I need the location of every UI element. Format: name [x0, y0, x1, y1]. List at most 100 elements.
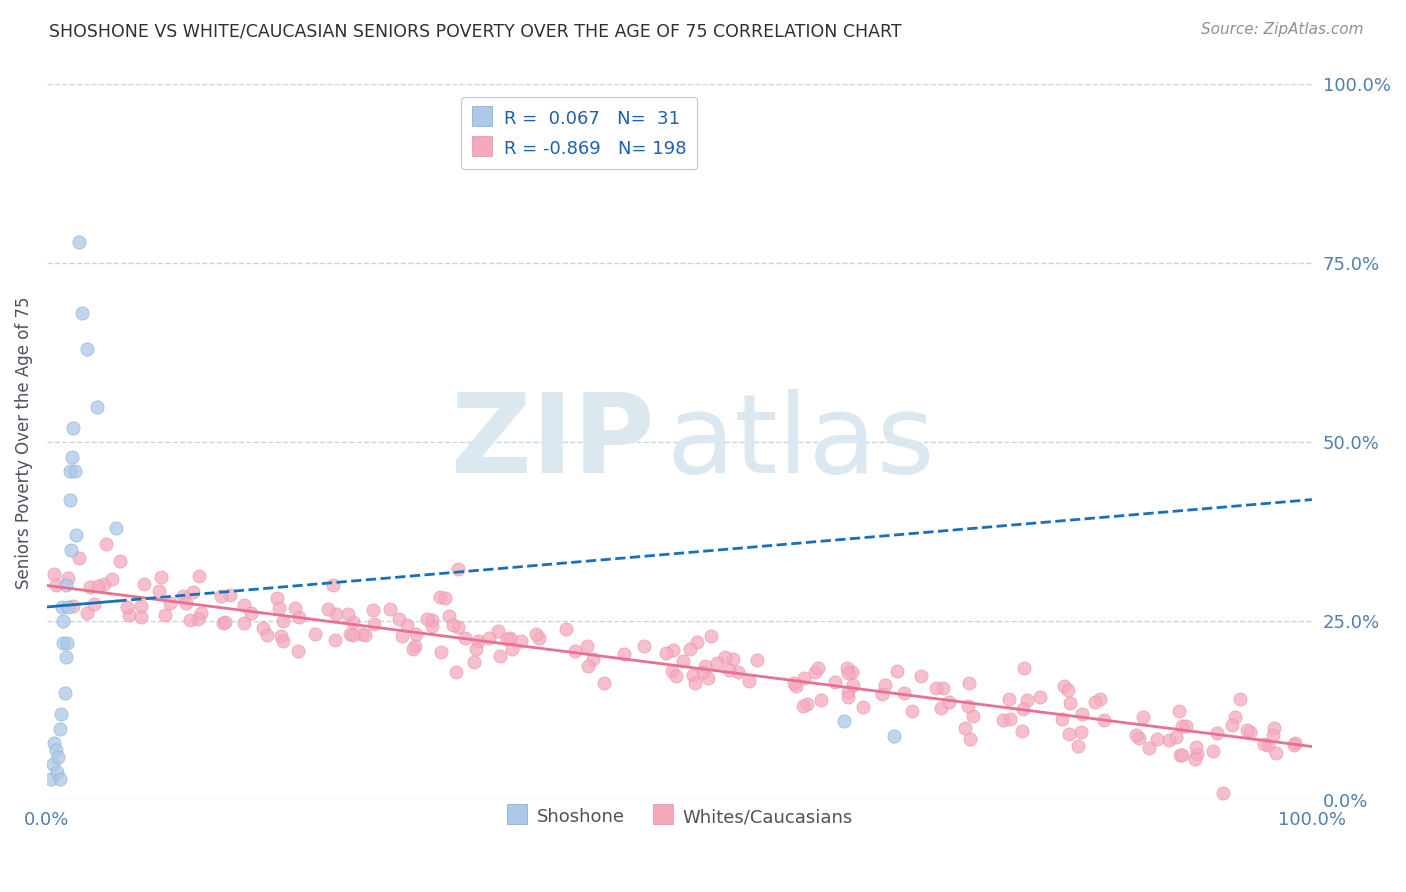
Point [416, 612, 439, 626]
Point [67, 235, 90, 249]
Point [284, 600, 307, 615]
Point [682, 667, 704, 681]
Point [1229, 692, 1251, 706]
Point [405, 627, 427, 641]
Point [42, 757, 65, 772]
Text: ZIP: ZIP [451, 389, 654, 496]
Point [62, 599, 84, 614]
Point [1205, 726, 1227, 740]
Point [354, 628, 377, 642]
Point [486, 624, 509, 639]
Point [1164, 730, 1187, 744]
Point [129, 599, 152, 614]
Point [527, 631, 550, 645]
Point [582, 652, 605, 666]
Point [1239, 725, 1261, 739]
Point [713, 650, 735, 665]
Point [288, 610, 311, 624]
Point [134, 577, 156, 591]
Point [454, 631, 477, 645]
Point [499, 632, 522, 646]
Point [962, 708, 984, 723]
Point [1011, 724, 1033, 739]
Point [391, 629, 413, 643]
Point [1167, 704, 1189, 718]
Point [837, 690, 859, 704]
Point [86, 400, 108, 414]
Point [396, 618, 419, 632]
Point [883, 729, 905, 743]
Point [489, 648, 512, 663]
Point [59, 542, 82, 557]
Point [48, 772, 70, 786]
Point [1125, 728, 1147, 742]
Point [807, 660, 830, 674]
Point [1236, 723, 1258, 737]
Point [957, 676, 980, 690]
Point [323, 632, 346, 647]
Point [1184, 752, 1206, 766]
Point [378, 602, 401, 616]
Point [1132, 709, 1154, 723]
Point [153, 608, 176, 623]
Point [52, 636, 75, 650]
Point [53, 686, 76, 700]
Point [792, 699, 814, 714]
Point [52, 614, 75, 628]
Point [55, 650, 77, 665]
Point [991, 713, 1014, 727]
Point [336, 607, 359, 621]
Point [322, 577, 344, 591]
Point [837, 685, 859, 699]
Point [910, 669, 932, 683]
Point [1225, 710, 1247, 724]
Point [59, 464, 82, 478]
Point [270, 629, 292, 643]
Point [665, 669, 688, 683]
Point [46, 764, 69, 779]
Point [87, 579, 110, 593]
Point [998, 692, 1021, 706]
Point [239, 606, 262, 620]
Point [478, 631, 501, 645]
Point [683, 675, 706, 690]
Point [852, 700, 875, 714]
Point [1257, 738, 1279, 752]
Y-axis label: Seniors Poverty Over the Age of 75: Seniors Poverty Over the Age of 75 [15, 296, 32, 589]
Point [79, 580, 101, 594]
Point [1050, 712, 1073, 726]
Point [44, 736, 66, 750]
Point [402, 641, 425, 656]
Point [496, 632, 519, 646]
Point [105, 521, 128, 535]
Point [404, 639, 426, 653]
Point [524, 626, 547, 640]
Point [873, 678, 896, 692]
Point [55, 578, 77, 592]
Point [172, 589, 194, 603]
Point [1263, 728, 1285, 742]
Point [1012, 661, 1035, 675]
Point [718, 663, 741, 677]
Point [58, 599, 80, 614]
Point [1092, 713, 1115, 727]
Point [841, 665, 863, 679]
Point [1253, 737, 1275, 751]
Point [179, 613, 201, 627]
Point [662, 643, 685, 657]
Point [501, 641, 523, 656]
Point [101, 572, 124, 586]
Point [785, 679, 807, 693]
Point [1265, 746, 1288, 760]
Point [63, 464, 86, 478]
Point [45, 578, 67, 592]
Point [148, 583, 170, 598]
Point [1185, 747, 1208, 762]
Text: Source: ZipAtlas.com: Source: ZipAtlas.com [1201, 22, 1364, 37]
Point [842, 678, 865, 692]
Point [929, 700, 952, 714]
Point [174, 596, 197, 610]
Point [76, 343, 98, 357]
Point [1011, 701, 1033, 715]
Point [1174, 719, 1197, 733]
